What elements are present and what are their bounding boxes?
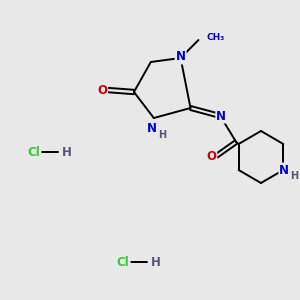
Text: N: N	[147, 122, 157, 134]
Text: O: O	[97, 83, 107, 97]
Text: H: H	[151, 256, 161, 268]
Text: H: H	[290, 171, 298, 181]
Text: N: N	[176, 50, 186, 64]
Text: Cl: Cl	[117, 256, 129, 268]
Text: O: O	[206, 151, 216, 164]
Text: N: N	[216, 110, 226, 122]
Text: H: H	[158, 130, 166, 140]
Text: N: N	[279, 164, 289, 176]
Text: CH₃: CH₃	[206, 32, 225, 41]
Text: H: H	[61, 146, 71, 158]
Text: Cl: Cl	[27, 146, 40, 158]
